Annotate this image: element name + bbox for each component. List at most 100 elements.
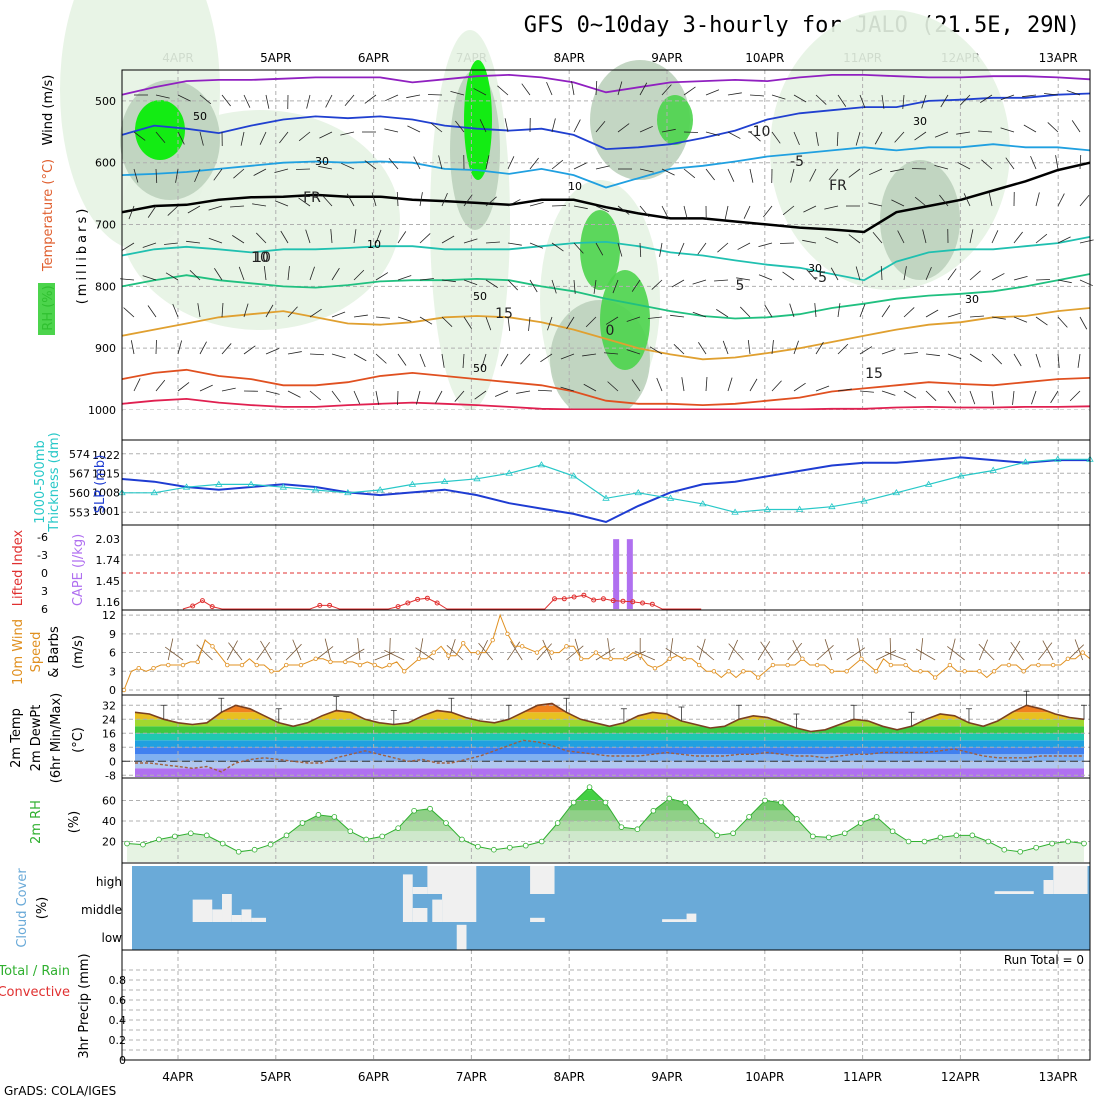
lifted-index-point (649, 601, 655, 607)
lifted-index-point (405, 600, 411, 606)
rh-point (810, 833, 816, 840)
wind-barb (1038, 642, 1053, 661)
rh-legend-swatch (38, 283, 55, 335)
wind-barb (903, 266, 907, 281)
wind-barb (885, 651, 906, 661)
lifted-index-point (571, 594, 577, 600)
y-tick-label: 8 (109, 741, 116, 754)
lifted-index-line (182, 594, 702, 610)
wind-barb (771, 380, 782, 392)
wind-barb (749, 131, 761, 142)
cape-tick-label: 1.74 (96, 554, 121, 567)
wind-barb (978, 643, 995, 661)
contour-label: -10 (748, 124, 771, 140)
thickness-marker (537, 461, 546, 468)
temp-band (135, 703, 1084, 706)
cloud-gap (994, 891, 1034, 894)
cloud-gap (686, 913, 697, 922)
wind-barb (681, 377, 685, 392)
wind-barb (969, 315, 984, 318)
wind-barb (806, 269, 817, 281)
wind-barb (375, 272, 389, 281)
wind-barb (255, 232, 267, 244)
rh-point (140, 841, 146, 848)
wind-barb (605, 316, 619, 325)
wind-barb (617, 123, 630, 133)
li-tick-label: 6 (41, 603, 48, 616)
wind-speed-point (416, 656, 422, 661)
axis-title: (°C) (71, 727, 86, 753)
bottom-date-label: 10APR (745, 1070, 784, 1084)
rh-point (331, 814, 338, 820)
rh-point (921, 838, 928, 845)
wind-barb (573, 279, 576, 294)
rh-point (873, 814, 880, 820)
y-tick-label: 40 (102, 815, 116, 828)
wind-barb (1047, 122, 1059, 133)
wind-barb (837, 94, 847, 107)
wind-barb (1023, 124, 1037, 133)
temperature-line (134, 702, 1085, 733)
rh-point (762, 797, 768, 804)
wind-barb (698, 342, 707, 355)
axis-title: Thickness (dm) (47, 432, 62, 532)
li-tick-label: -6 (37, 531, 48, 544)
wind-barb (397, 231, 407, 244)
wind-barb (397, 275, 412, 281)
rh-point (554, 820, 561, 826)
wind-barb (537, 389, 553, 392)
wind-barb (345, 648, 365, 661)
wind-barb (595, 80, 598, 96)
wind-barb (309, 390, 321, 401)
wind-speed-point (991, 669, 997, 674)
wind-barb (121, 242, 135, 251)
wind-speed-point (844, 669, 849, 674)
wind-barb (221, 387, 236, 392)
rh-point (299, 820, 306, 826)
thickness-marker (182, 483, 191, 490)
wind-barb (133, 131, 146, 141)
wind-barb (418, 638, 424, 661)
thickness-tick-label: 567 (69, 467, 90, 480)
wind-barb (287, 306, 298, 318)
wind-barb (419, 192, 423, 207)
wind-barb (240, 131, 245, 146)
wind-barb (287, 266, 290, 281)
wind-speed-point (313, 656, 318, 661)
cloud-level-label: middle (81, 903, 122, 917)
wind-barb (595, 648, 615, 661)
wind-barb (607, 638, 612, 661)
wind-barb (243, 345, 256, 355)
wind-barb (573, 242, 584, 254)
wind-barb (375, 353, 387, 364)
precip-tick-label: 0.2 (109, 1034, 127, 1047)
wind-barb (540, 353, 553, 363)
lifted-index-point (327, 602, 333, 608)
bottom-date-label: 8APR (553, 1070, 584, 1084)
wind-barb (922, 229, 927, 244)
wind-barb (612, 279, 619, 294)
wind-barb (233, 168, 245, 179)
wind-barb (825, 236, 839, 244)
rh-point (522, 842, 529, 849)
rh-point (203, 832, 210, 839)
lifted-index-point (209, 604, 215, 610)
wind-barb (1044, 93, 1059, 96)
wind-barb (197, 303, 201, 318)
bottom-date-label: 4APR (162, 1070, 193, 1084)
thickness-marker (408, 480, 417, 487)
wind-speed-point (1080, 650, 1085, 655)
isotherm-line (121, 161, 1091, 234)
wind-barb (485, 279, 498, 288)
wind-barb (815, 131, 819, 146)
wind-barb (980, 94, 993, 103)
wind-barb (463, 238, 478, 244)
wind-barb (353, 353, 367, 362)
wind-barb (529, 279, 538, 293)
rh-point (315, 812, 322, 818)
wind-barb (914, 196, 927, 207)
wind-barb (743, 205, 751, 219)
isotherm-line (121, 397, 1091, 411)
wind-barb (919, 638, 924, 661)
wind-barb (859, 346, 873, 355)
